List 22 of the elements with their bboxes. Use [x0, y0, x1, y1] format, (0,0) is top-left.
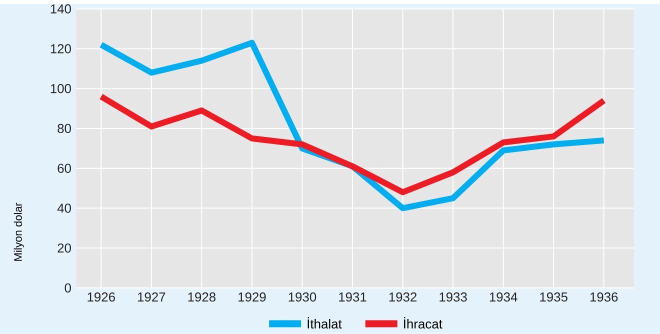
x-tick-label: 1934	[490, 292, 518, 302]
x-tick-label: 1928	[188, 292, 216, 302]
y-axis-title: Milyon dolar	[14, 202, 24, 261]
x-tick-label: 1929	[238, 292, 266, 302]
x-tick-label: 1936	[590, 292, 618, 302]
legend-label: İthalat	[308, 317, 342, 328]
y-tick-label: 0	[64, 283, 71, 292]
x-tick-label: 1931	[339, 292, 366, 302]
y-tick-label: 120	[50, 44, 71, 54]
x-tick-label: 1932	[389, 292, 417, 302]
y-tick-label: 60	[58, 164, 71, 173]
x-tick-label: 1933	[440, 292, 467, 302]
y-tick-label: 40	[57, 203, 71, 213]
legend-label: İhracat	[404, 317, 442, 328]
x-tick-label: 1935	[540, 292, 568, 302]
y-tick-label: 80	[58, 124, 71, 133]
x-tick-label: 1926	[88, 292, 115, 302]
y-tick-label: 100	[50, 84, 71, 94]
x-tick-label: 1927	[138, 292, 166, 302]
y-tick-label: 20	[58, 243, 71, 252]
y-tick-label: 140	[50, 4, 71, 14]
x-tick-label: 1930	[288, 292, 316, 302]
